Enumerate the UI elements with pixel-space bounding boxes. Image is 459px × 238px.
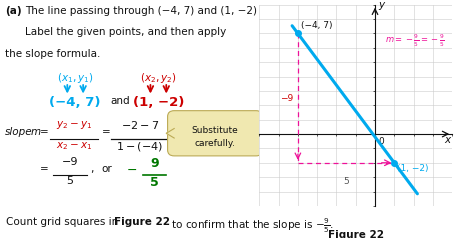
Text: −: − (127, 164, 137, 177)
Text: (1, −2): (1, −2) (133, 96, 184, 109)
Polygon shape (166, 129, 174, 138)
Text: the slope formula.: the slope formula. (5, 49, 100, 59)
Text: 5: 5 (67, 176, 73, 186)
Text: (−4, 7): (−4, 7) (50, 96, 101, 109)
Text: y: y (378, 0, 384, 10)
Text: $(x_2, y_2)$: $(x_2, y_2)$ (140, 71, 177, 85)
Text: ,: , (90, 164, 93, 174)
Text: and: and (110, 96, 130, 106)
Text: x: x (444, 135, 450, 145)
Text: Substitute: Substitute (192, 126, 239, 135)
Text: Label the given points, and then apply: Label the given points, and then apply (25, 27, 226, 37)
Text: 9: 9 (150, 157, 159, 170)
Text: 5: 5 (150, 176, 159, 189)
Text: or: or (101, 164, 112, 174)
Text: $m$: $m$ (30, 127, 42, 137)
FancyBboxPatch shape (168, 111, 263, 156)
Text: =: = (101, 127, 110, 137)
Text: (a): (a) (5, 6, 22, 16)
Text: Figure 22: Figure 22 (328, 230, 384, 238)
Text: Count grid squares in: Count grid squares in (6, 217, 121, 227)
Text: The line passing through (−4, 7) and (1, −2): The line passing through (−4, 7) and (1,… (25, 6, 257, 16)
Text: $(x_1, y_1)$: $(x_1, y_1)$ (57, 71, 94, 85)
Text: −9: −9 (62, 157, 78, 167)
Text: carefully.: carefully. (195, 139, 235, 148)
Text: $-2 - 7$: $-2 - 7$ (121, 119, 159, 131)
Text: 5: 5 (343, 177, 349, 186)
Text: $x_2 - x_1$: $x_2 - x_1$ (56, 140, 92, 152)
Text: =: = (40, 164, 49, 174)
Text: slope: slope (5, 127, 33, 137)
Text: $1 - (-4)$: $1 - (-4)$ (117, 140, 163, 153)
Text: (1, −2): (1, −2) (397, 164, 429, 173)
Text: (−4, 7): (−4, 7) (301, 21, 332, 30)
Text: $m = -\frac{9}{5} = -\frac{9}{5}$: $m = -\frac{9}{5} = -\frac{9}{5}$ (385, 32, 444, 49)
Text: to confirm that the slope is $-\frac{9}{5}$.: to confirm that the slope is $-\frac{9}{… (168, 217, 334, 235)
Text: 0: 0 (379, 137, 384, 146)
Text: −9: −9 (280, 94, 293, 103)
Text: Figure 22: Figure 22 (114, 217, 170, 227)
Text: =: = (40, 127, 49, 137)
Text: $y_2 - y_1$: $y_2 - y_1$ (56, 119, 92, 131)
